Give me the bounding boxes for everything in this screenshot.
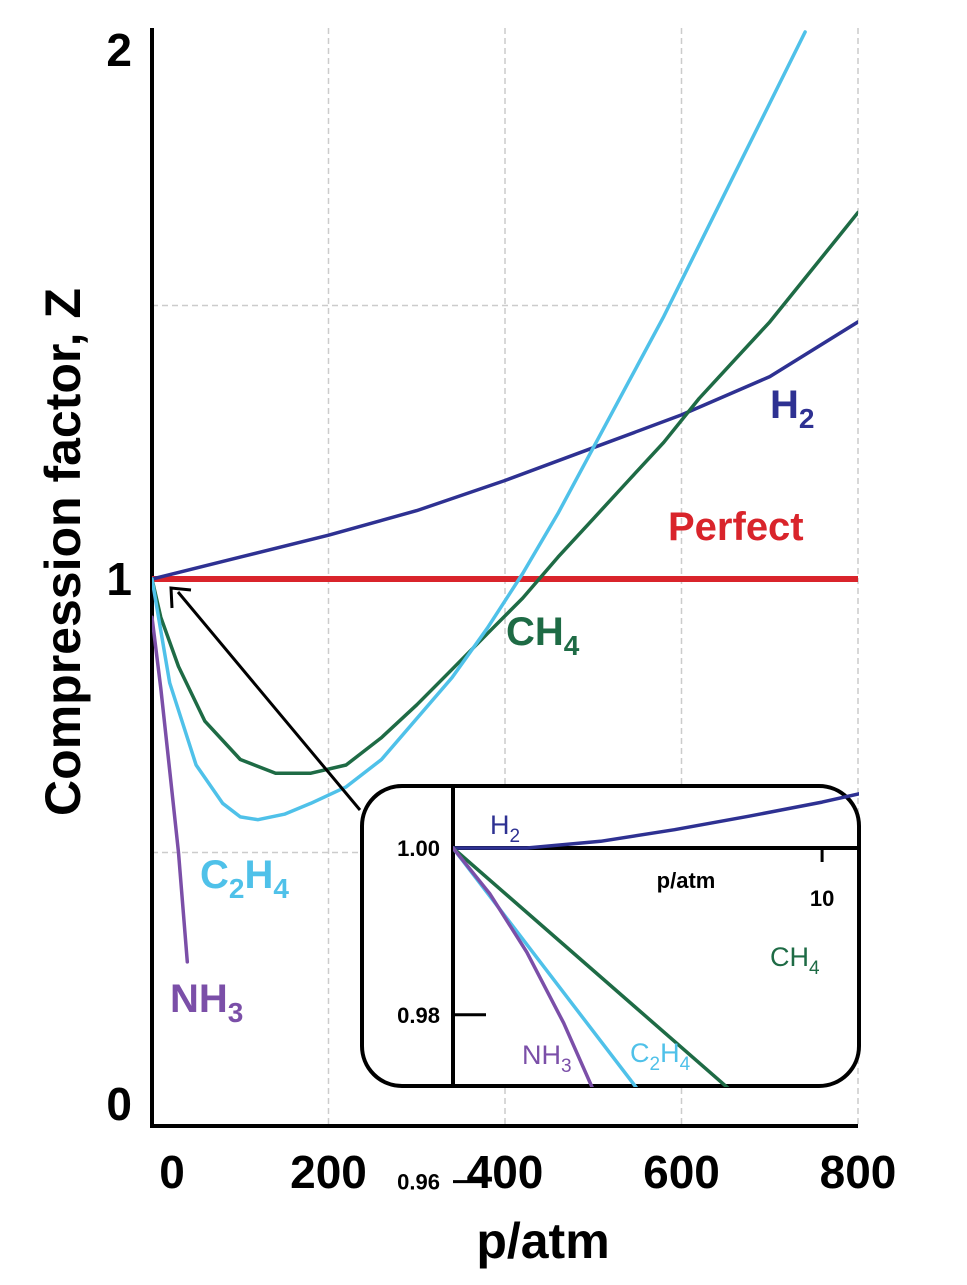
x-tick-label: 200 [290,1146,367,1198]
series-label-nh3: NH3 [522,1040,572,1077]
series-line-nh3 [152,615,190,964]
main-series [152,30,858,964]
series-line-c2h4 [152,30,807,822]
main-tick-labels: 0 200 400 600 800 0 1 2 [106,24,896,1198]
y-tick-label: 0 [106,1078,132,1130]
x-tick-label: 800 [820,1146,897,1198]
arrow-annotation [169,586,362,811]
inset-x-tick-label: 10 [810,886,834,911]
inset-series-line-ch4 [453,846,730,1087]
y-tick-label: 1 [106,553,132,605]
inset-x-axis-title: p/atm [657,868,716,893]
inset-series [453,792,859,1087]
inset-series-line-nh3 [453,846,594,1087]
inset-series-labels: H2 CH4 C2H4 NH3 [490,810,820,1077]
series-label-h2: H2 [490,810,520,847]
series-label-c2h4: C2H4 [630,1038,691,1075]
series-label-nh3: NH3 [170,977,243,1028]
inset-ticks: 1.00 0.98 0.96 10 [397,836,834,1195]
series-line-h2 [152,320,858,581]
inset-y-tick-label: 0.96 [397,1170,440,1195]
main-series-labels: Perfect H2 CH4 C2H4 NH3 [170,383,814,1028]
x-tick-label: 400 [467,1146,544,1198]
x-axis-title: p/atm [476,1213,609,1269]
series-label-ch4: CH4 [770,942,820,979]
x-tick-label: 0 [159,1146,185,1198]
inset-chart: 1.00 0.98 0.96 10 p/atm H2 CH4 C2H4 NH3 [360,784,861,1195]
series-line-ch4 [152,210,858,775]
y-tick-label: 2 [106,24,132,76]
inset-frame [360,784,861,1088]
series-label-perfect: Perfect [668,505,804,549]
inset-y-tick-label: 0.98 [397,1003,440,1028]
series-label-ch4: CH4 [506,610,580,661]
inset-series-line-h2 [453,792,859,850]
x-tick-label: 600 [643,1146,720,1198]
series-label-h2: H2 [770,383,814,434]
y-axis-title: Compression factor, Z [35,288,91,816]
inset-y-tick-label: 1.00 [397,836,440,861]
series-label-c2h4: C2H4 [200,853,289,904]
